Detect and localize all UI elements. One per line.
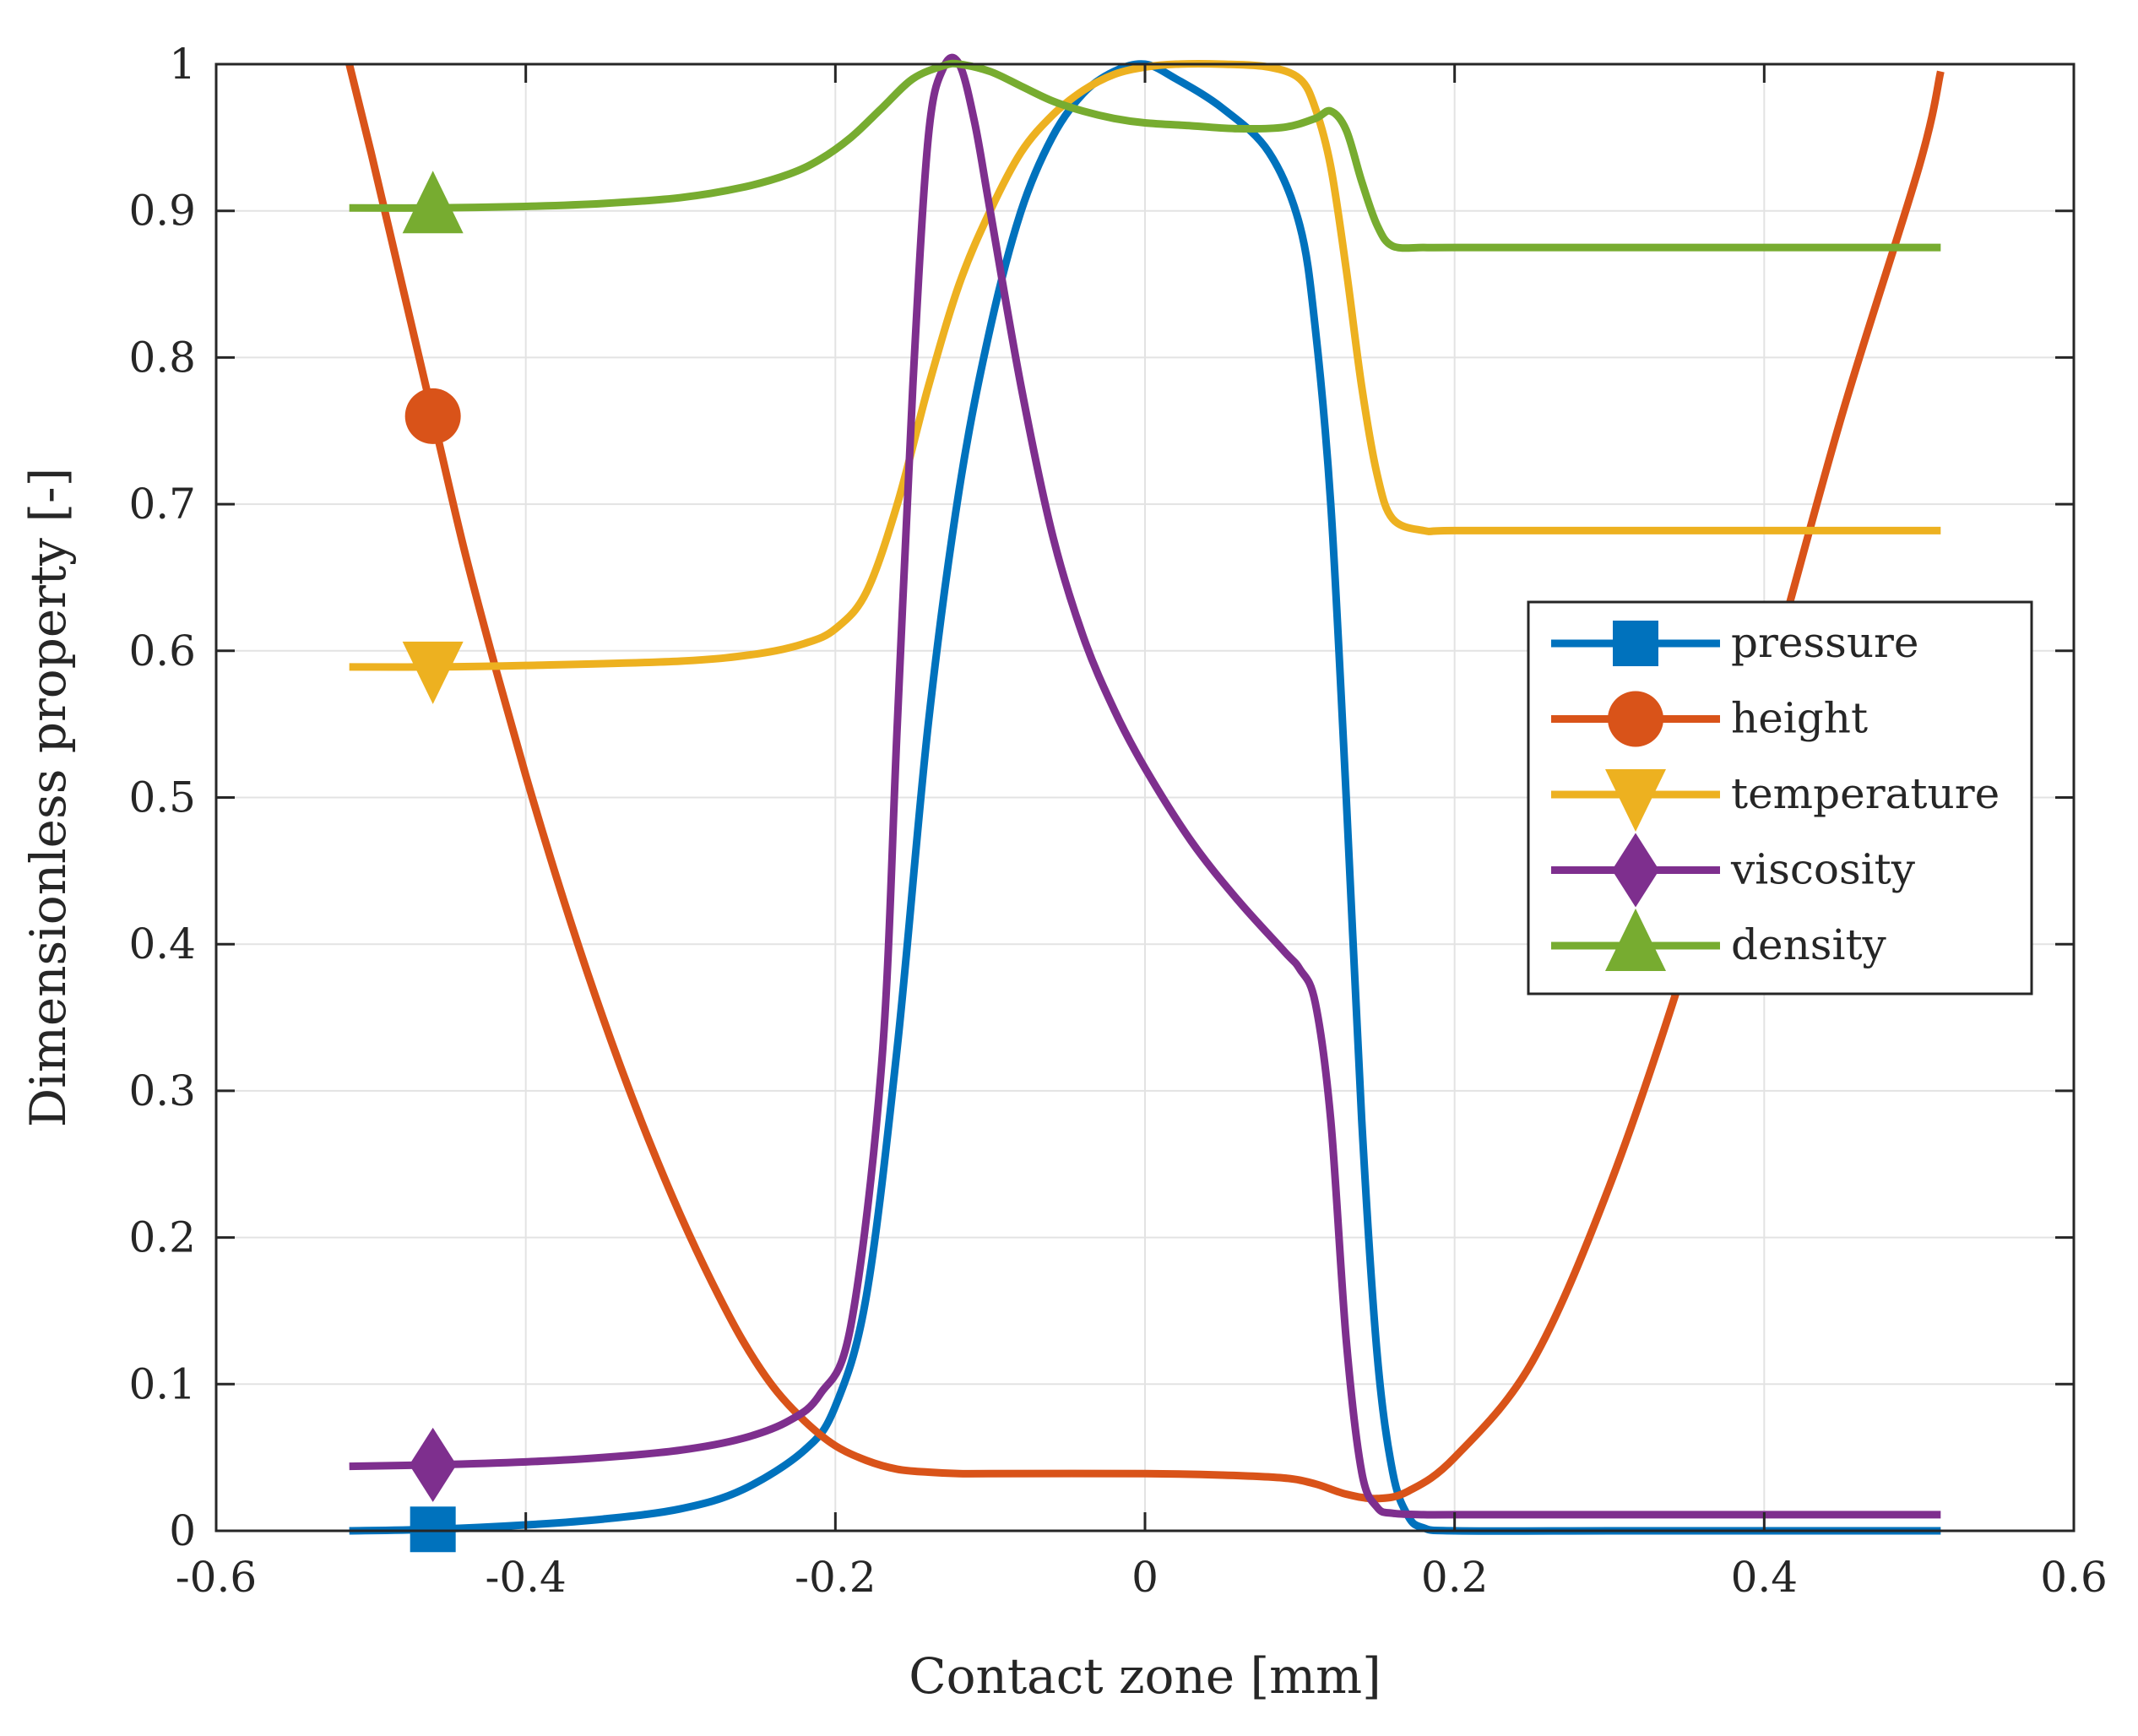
- legend-marker-density: [1605, 909, 1666, 971]
- y-tick-label: 0.6: [128, 627, 196, 675]
- y-tick-label: 0.1: [128, 1359, 196, 1408]
- y-tick-label: 0.5: [128, 773, 196, 822]
- series-line-viscosity: [349, 53, 1941, 1519]
- legend: pressure height temperature viscosity densit…: [1527, 600, 2033, 995]
- series-marker-temperature: [402, 641, 464, 704]
- series-marker-density: [402, 171, 464, 234]
- legend-marker-viscosity: [1612, 833, 1659, 908]
- series-marker-pressure: [410, 1506, 456, 1553]
- axis-ticks: [214, 62, 2076, 1533]
- y-tick-label: 0.9: [128, 187, 196, 236]
- y-tick-label: 0.8: [128, 333, 196, 382]
- y-tick-label: 0: [169, 1506, 196, 1555]
- series-line-height: [345, 62, 1945, 1503]
- series-line-density: [349, 59, 1941, 252]
- x-tick-label: -0.6: [176, 1553, 257, 1602]
- legend-marker-temperature: [1605, 769, 1666, 832]
- legend-label-temperature: temperature: [1731, 769, 2000, 818]
- x-tick-label: 0.4: [1731, 1553, 1799, 1602]
- legend-label-pressure: pressure: [1731, 618, 1919, 667]
- legend-label-density: density: [1731, 920, 1887, 969]
- y-tick-label: 0.4: [128, 920, 196, 968]
- legend-label-height: height: [1731, 694, 1868, 743]
- legend-label-viscosity: viscosity: [1730, 845, 1916, 894]
- series-marker-height: [404, 388, 461, 444]
- x-tick-label: 0: [1131, 1553, 1159, 1602]
- x-tick-label: 0.2: [1421, 1553, 1489, 1602]
- legend-marker-height: [1608, 691, 1663, 747]
- y-tick-label: 0.3: [128, 1066, 196, 1115]
- x-tick-label: 0.6: [2040, 1553, 2108, 1602]
- x-tick-label: -0.4: [485, 1553, 566, 1602]
- x-axis-label: Contact zone [mm]: [909, 1647, 1381, 1705]
- x-tick-label: -0.2: [795, 1553, 876, 1602]
- series-marker-viscosity: [409, 1427, 457, 1502]
- y-tick-label: 0.2: [128, 1213, 196, 1262]
- y-tick-label: 0.7: [128, 480, 196, 529]
- y-axis-label: Dimensionless property [-]: [19, 468, 77, 1127]
- legend-marker-pressure: [1613, 621, 1658, 666]
- y-tick-label: 1: [169, 40, 196, 89]
- tick-labels: -0.6 -0.4 -0.2 0 0.2 0.4 0.6 0 0.1 0.2 0.3 0.4 0.5 0.…: [128, 40, 2107, 1602]
- series-line-temperature: [349, 60, 1941, 671]
